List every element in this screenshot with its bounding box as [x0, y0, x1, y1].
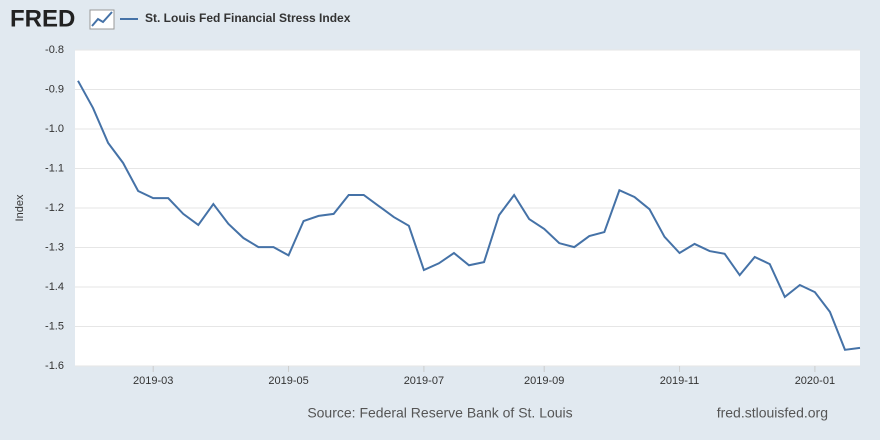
source: Source: Federal Reserve Bank of St. Loui…	[307, 405, 572, 421]
legend-label: St. Louis Fed Financial Stress Index	[145, 11, 351, 25]
x-tick-label: 2019-05	[268, 375, 308, 387]
y-tick-label: -1.5	[45, 320, 64, 332]
y-tick-label: -1.1	[45, 162, 64, 174]
y-tick-label: -1.3	[45, 241, 64, 253]
y-tick-label: -0.9	[45, 83, 64, 95]
y-tick-label: -1.4	[45, 281, 64, 293]
website: fred.stlouisfed.org	[717, 405, 828, 421]
y-axis-label: Index	[14, 194, 26, 221]
data-line	[77, 80, 861, 351]
x-tick-label: 2020-01	[795, 375, 835, 387]
y-tick-label: -0.8	[45, 44, 64, 56]
y-tick-label: -1.2	[45, 202, 64, 214]
y-tick-label: -1.6	[45, 360, 64, 372]
logo: FRED	[10, 5, 75, 32]
logo-icon	[89, 9, 115, 30]
x-tick-label: 2019-09	[524, 375, 564, 387]
x-tick-label: 2019-07	[404, 375, 444, 387]
x-tick-label: 2019-03	[133, 375, 173, 387]
y-tick-label: -1.0	[45, 123, 64, 135]
x-tick-label: 2019-11	[660, 375, 700, 387]
